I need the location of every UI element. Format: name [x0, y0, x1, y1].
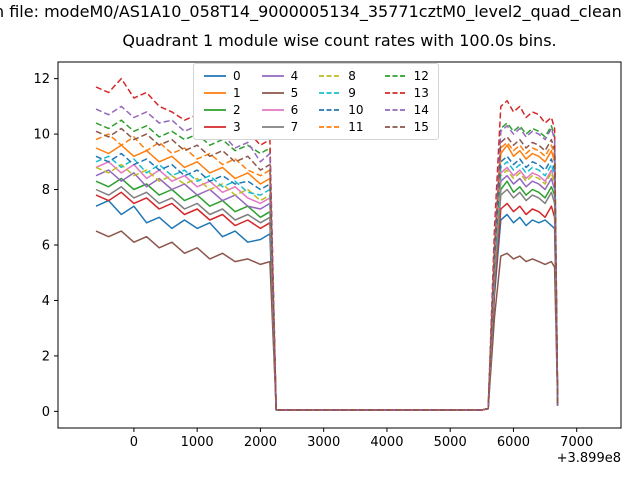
legend-line-sample-icon	[261, 92, 284, 94]
legend-line-sample-icon	[204, 75, 226, 77]
legend-item: 8	[318, 69, 363, 83]
series-line-12	[95, 119, 559, 411]
legend-item: 12	[384, 69, 429, 83]
legend-line-sample-icon	[384, 126, 407, 128]
legend-line-sample-icon	[319, 92, 342, 94]
legend-item: 15	[384, 120, 429, 134]
y-tick-label: 0	[42, 405, 50, 420]
series-line-10	[95, 152, 559, 411]
x-tick-label: 2000	[244, 435, 277, 450]
y-tick-label: 8	[42, 183, 50, 198]
legend-label: 0	[233, 69, 241, 83]
series-line-15	[95, 127, 559, 411]
legend-line-sample-icon	[204, 92, 226, 94]
legend-item: 13	[384, 86, 429, 100]
legend-item: 5	[261, 86, 299, 100]
legend-label: 7	[290, 120, 299, 134]
y-tick-label: 10	[33, 128, 50, 143]
y-tick-label: 6	[42, 239, 50, 254]
legend-label: 15	[413, 120, 429, 134]
series-line-6	[95, 161, 559, 411]
legend-item: 9	[318, 86, 363, 100]
legend-item: 10	[318, 103, 364, 117]
series-line-7	[95, 186, 559, 411]
legend-label: 1	[233, 86, 241, 100]
legend-line-sample-icon	[204, 109, 226, 111]
x-tick-label: 4000	[370, 435, 403, 450]
legend-item: 11	[318, 120, 364, 134]
figure-title: n file: modeM0/AS1A10_058T14_9000005134_…	[0, 2, 622, 21]
x-tick-label: 6000	[497, 435, 530, 450]
x-tick-label: 1000	[181, 435, 214, 450]
legend-label: 13	[413, 86, 429, 100]
legend: 0 1 2 3 4 5 6 7 8 9 10 11 12 13 14 15	[193, 63, 439, 140]
legend-item: 4	[261, 69, 299, 83]
series-line-2	[95, 177, 559, 411]
legend-label: 6	[290, 103, 299, 117]
legend-label: 9	[348, 86, 356, 100]
legend-item: 1	[203, 86, 241, 100]
chart-title: Quadrant 1 module wise count rates with …	[122, 31, 557, 50]
legend-line-sample-icon	[384, 92, 407, 94]
legend-item: 0	[203, 69, 241, 83]
legend-line-sample-icon	[319, 126, 342, 128]
legend-label: 11	[348, 120, 364, 134]
y-tick-label: 12	[33, 72, 50, 87]
x-axis-offset-label: +3.899e8	[556, 451, 621, 466]
x-tick-label: 0	[130, 435, 138, 450]
legend-line-sample-icon	[319, 109, 342, 111]
series-line-0	[95, 199, 559, 411]
series-line-3	[95, 191, 559, 411]
legend-line-sample-icon	[204, 126, 226, 128]
legend-item: 2	[203, 103, 241, 117]
legend-line-sample-icon	[384, 109, 407, 111]
legend-item: 14	[384, 103, 429, 117]
legend-item: 3	[203, 120, 241, 134]
legend-line-sample-icon	[261, 109, 284, 111]
legend-item: 6	[261, 103, 299, 117]
x-tick-label: 5000	[434, 435, 467, 450]
legend-label: 8	[348, 69, 356, 83]
legend-label: 14	[413, 103, 429, 117]
series-line-1	[95, 144, 559, 411]
legend-line-sample-icon	[261, 126, 284, 128]
legend-item: 7	[261, 120, 299, 134]
legend-line-sample-icon	[319, 75, 342, 77]
y-tick-label: 2	[42, 349, 50, 364]
x-tick-label: 7000	[560, 435, 593, 450]
legend-label: 5	[290, 86, 299, 100]
legend-line-sample-icon	[261, 75, 284, 77]
legend-label: 10	[348, 103, 364, 117]
legend-label: 12	[413, 69, 429, 83]
x-tick-label: 3000	[307, 435, 340, 450]
series-line-14	[95, 105, 559, 411]
legend-label: 3	[233, 120, 241, 134]
legend-label: 4	[290, 69, 299, 83]
legend-line-sample-icon	[384, 75, 407, 77]
series-line-9	[95, 155, 559, 411]
y-tick-label: 4	[42, 294, 50, 309]
legend-label: 2	[233, 103, 241, 117]
